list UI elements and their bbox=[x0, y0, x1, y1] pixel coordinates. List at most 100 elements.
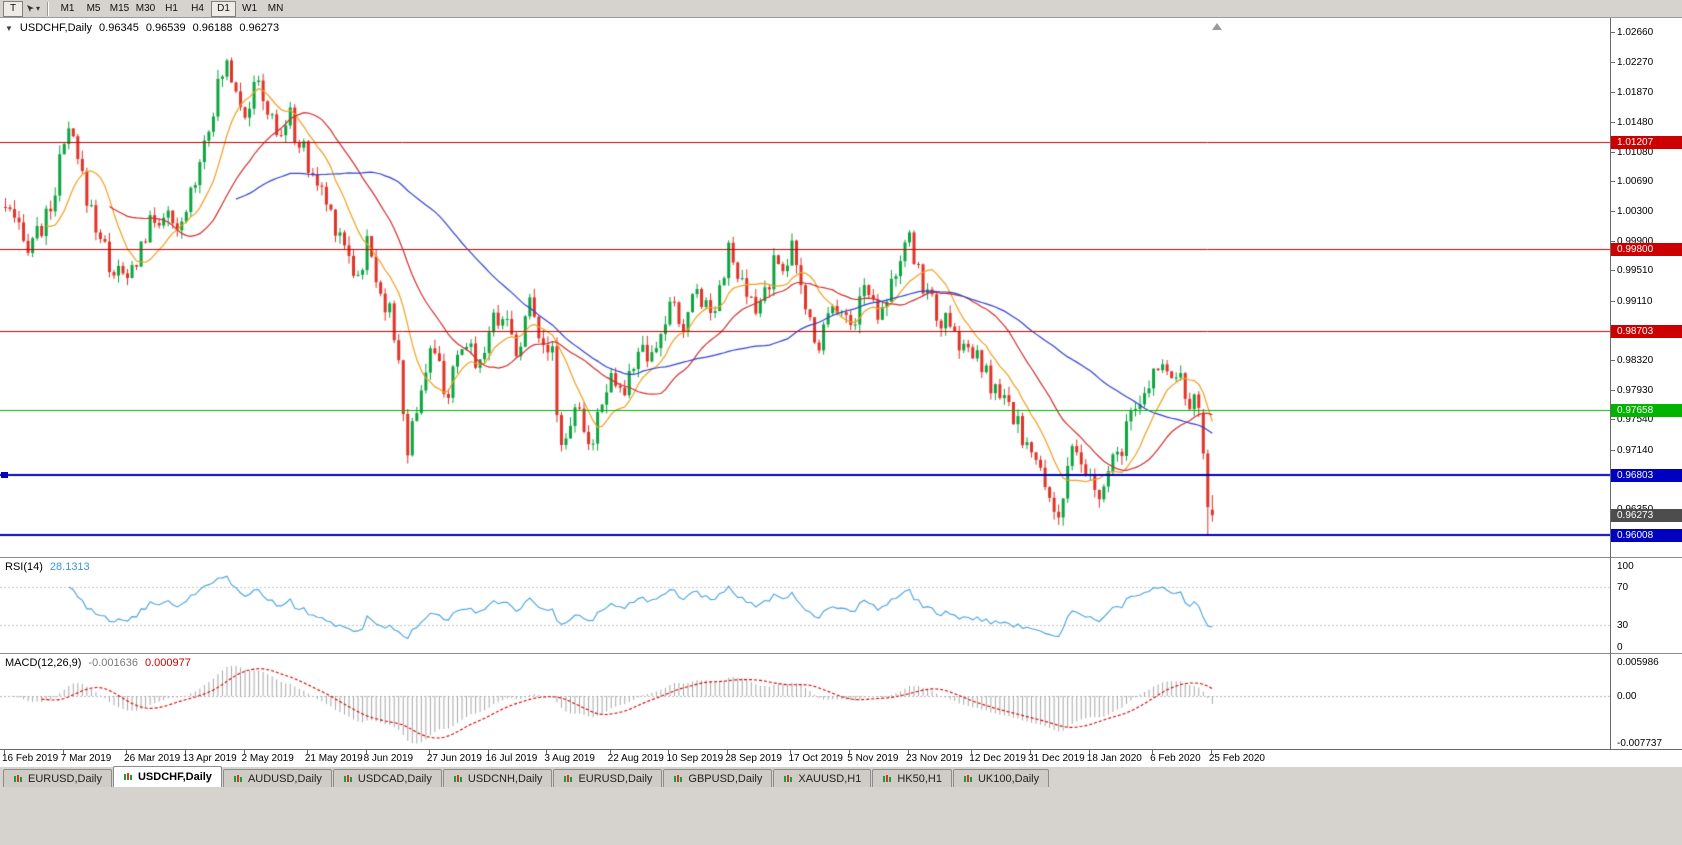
date-tick-label: 12 Dec 2019 bbox=[969, 753, 1026, 764]
mini-chart-icon bbox=[233, 774, 242, 782]
date-tick-label: 2 May 2019 bbox=[241, 753, 294, 764]
chart-tab-eurusd-daily-0[interactable]: EURUSD,Daily bbox=[3, 769, 112, 787]
date-tick-mark bbox=[244, 750, 245, 754]
price-tick-mark bbox=[1611, 32, 1615, 33]
mini-chart-icon bbox=[674, 774, 683, 782]
price-tick-mark bbox=[1611, 419, 1615, 420]
chart-symbol-label: USDCHF,Daily bbox=[19, 22, 93, 34]
tab-label: USDCNH,Daily bbox=[467, 772, 543, 785]
timeframe-button-mn[interactable]: MN bbox=[263, 1, 288, 17]
date-tick-mark bbox=[429, 750, 430, 754]
date-tick-mark bbox=[1211, 750, 1212, 754]
date-tick-label: 23 Nov 2019 bbox=[906, 753, 963, 764]
date-tick-label: 13 Apr 2019 bbox=[182, 753, 237, 764]
text-tool-button[interactable]: T bbox=[3, 0, 23, 17]
mini-chart-icon bbox=[453, 774, 462, 782]
price-tick-mark bbox=[1611, 270, 1615, 271]
chart-tab-uk100-daily-9[interactable]: UK100,Daily bbox=[952, 769, 1050, 787]
date-tick-mark bbox=[727, 750, 728, 754]
price-tick-label: 0.97540 bbox=[1617, 414, 1654, 426]
date-tick-label: 28 Sep 2019 bbox=[725, 753, 782, 764]
ohlc-close-value: 0.96273 bbox=[239, 22, 280, 34]
rsi-indicator-label: RSI(14) 28.1313 bbox=[5, 561, 90, 573]
timeframe-button-m5[interactable]: M5 bbox=[81, 1, 106, 17]
date-tick-label: 5 Nov 2019 bbox=[847, 753, 899, 764]
price-level-badge: 0.97658 bbox=[1611, 404, 1682, 418]
timeframe-button-d1[interactable]: D1 bbox=[211, 0, 237, 17]
price-tick-mark bbox=[1611, 122, 1615, 123]
price-tick-mark bbox=[1611, 211, 1615, 212]
date-tick-label: 21 May 2019 bbox=[304, 753, 363, 764]
price-tick-label: 1.01480 bbox=[1617, 116, 1654, 128]
pane-separator[interactable] bbox=[0, 557, 1682, 559]
chart-tab-eurusd-daily-5[interactable]: EURUSD,Daily bbox=[553, 769, 663, 787]
timeframe-button-w1[interactable]: W1 bbox=[237, 1, 262, 17]
macd-scale-label: 0.005986 bbox=[1617, 657, 1659, 668]
date-tick-mark bbox=[908, 750, 909, 754]
date-tick-mark bbox=[185, 750, 186, 754]
macd-indicator-canvas[interactable] bbox=[0, 655, 1610, 749]
price-tick-mark bbox=[1611, 181, 1615, 182]
mini-chart-icon bbox=[123, 773, 132, 780]
chart-tab-usdcad-daily-3[interactable]: USDCAD,Daily bbox=[332, 769, 442, 787]
time-axis: 16 Feb 2019 7 Mar 2019 26 Mar 2019 13 Apr 2… bbox=[0, 749, 1682, 766]
timeframe-button-m15[interactable]: M15 bbox=[107, 1, 132, 17]
tab-label: USDCAD,Daily bbox=[357, 772, 432, 785]
chart-tab-usdchf-daily-1[interactable]: USDCHF,Daily bbox=[112, 766, 222, 787]
chart-tab-usdcnh-daily-4[interactable]: USDCNH,Daily bbox=[442, 769, 553, 787]
date-tick-label: 18 Jan 2020 bbox=[1086, 753, 1142, 764]
timeframe-button-h1[interactable]: H1 bbox=[159, 1, 184, 17]
chart-tab-xauusd-h1-7[interactable]: XAUUSD,H1 bbox=[773, 769, 872, 787]
chart-tab-gbpusd-daily-6[interactable]: GBPUSD,Daily bbox=[663, 769, 773, 787]
price-tick-mark bbox=[1611, 241, 1615, 242]
chart-tab-audusd-daily-2[interactable]: AUDUSD,Daily bbox=[222, 769, 332, 787]
chart-tab-hk50-h1-8[interactable]: HK50,H1 bbox=[872, 769, 952, 787]
macd-name: MACD(12,26,9) bbox=[5, 657, 82, 669]
date-tick-mark bbox=[1152, 750, 1153, 754]
rsi-scale-label: 70 bbox=[1617, 582, 1629, 594]
tab-label: EURUSD,Daily bbox=[578, 772, 653, 785]
price-tick-label: 1.01870 bbox=[1617, 87, 1654, 99]
date-tick-mark bbox=[4, 750, 5, 754]
date-tick-mark bbox=[63, 750, 64, 754]
tab-label: EURUSD,Daily bbox=[28, 772, 102, 785]
main-price-chart-canvas[interactable] bbox=[0, 18, 1610, 557]
timeframe-button-m1[interactable]: M1 bbox=[55, 1, 80, 17]
price-tick-label: 1.00300 bbox=[1617, 205, 1654, 217]
date-tick-label: 17 Oct 2019 bbox=[788, 753, 843, 764]
rsi-indicator-canvas[interactable] bbox=[0, 559, 1610, 653]
price-tick-mark bbox=[1611, 62, 1615, 63]
chart-title: ▼ USDCHF,Daily 0.96345 0.96539 0.96188 0… bbox=[5, 22, 279, 34]
date-tick-mark bbox=[1089, 750, 1090, 754]
date-tick-label: 26 Mar 2019 bbox=[124, 753, 181, 764]
price-tick-label: 0.97140 bbox=[1617, 444, 1654, 456]
ohlc-high-value: 0.96539 bbox=[145, 22, 186, 34]
date-tick-mark bbox=[849, 750, 850, 754]
pane-separator[interactable] bbox=[0, 653, 1682, 655]
date-tick-mark bbox=[1030, 750, 1031, 754]
mini-chart-icon bbox=[343, 774, 352, 782]
cursor-tool-button[interactable]: ▾ bbox=[23, 0, 44, 17]
timeframe-button-m30[interactable]: M30 bbox=[133, 1, 158, 17]
date-tick-label: 27 Jun 2019 bbox=[426, 753, 482, 764]
price-tick-label: 1.01080 bbox=[1617, 146, 1654, 158]
mini-chart-icon bbox=[963, 774, 972, 782]
dropdown-arrow-icon: ▾ bbox=[36, 4, 41, 13]
rsi-current-value: 28.1313 bbox=[49, 561, 90, 573]
date-tick-mark bbox=[366, 750, 367, 754]
date-tick-label: 16 Jul 2019 bbox=[485, 753, 538, 764]
timeframe-button-h4[interactable]: H4 bbox=[185, 1, 210, 17]
date-tick-label: 10 Sep 2019 bbox=[666, 753, 724, 764]
price-tick-mark bbox=[1611, 450, 1615, 451]
status-bar bbox=[0, 787, 1682, 845]
price-level-badge: 0.96008 bbox=[1611, 529, 1682, 543]
rsi-scale-label: 30 bbox=[1617, 619, 1629, 631]
price-tick-label: 0.98320 bbox=[1617, 355, 1654, 367]
price-level-badge: 1.01207 bbox=[1611, 136, 1682, 150]
date-tick-mark bbox=[668, 750, 669, 754]
hline-drag-handle-icon[interactable] bbox=[1, 472, 8, 479]
date-tick-label: 25 Feb 2020 bbox=[1208, 753, 1265, 764]
price-tick-label: 1.02660 bbox=[1617, 27, 1654, 39]
chart-shift-marker-icon[interactable] bbox=[1212, 23, 1222, 30]
collapse-chart-icon[interactable]: ▼ bbox=[5, 23, 13, 33]
